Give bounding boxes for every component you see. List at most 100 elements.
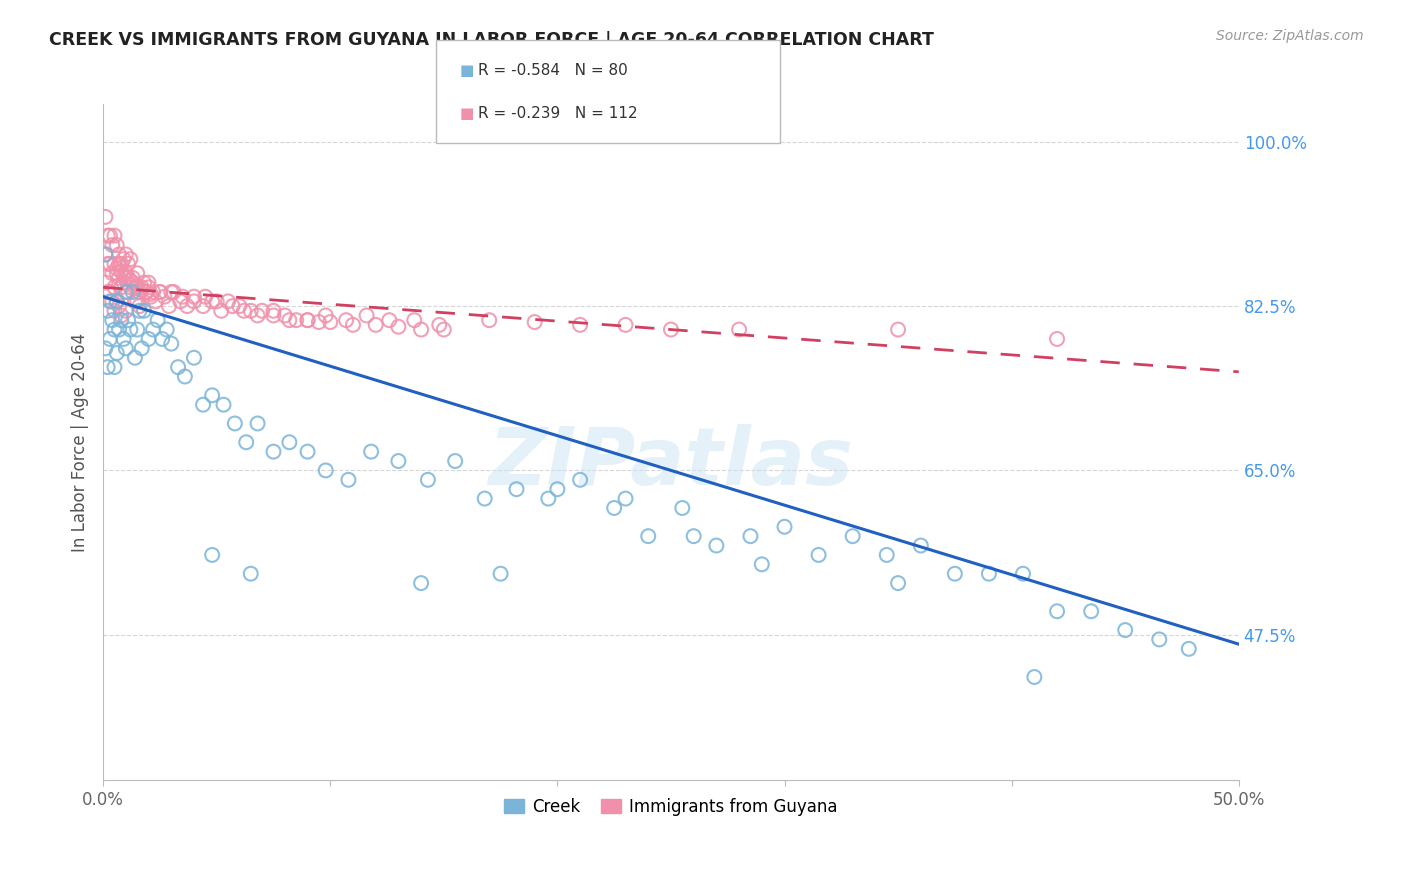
Point [132,303,155,318]
Point [112,268,135,282]
Point [659,322,682,336]
Point [105,266,128,280]
Point [235,435,257,450]
Text: ■: ■ [460,106,474,121]
Point [308,315,330,329]
Point [139,290,162,304]
Point [97,228,120,243]
Point [910,539,932,553]
Point [121,271,143,285]
Point [263,309,285,323]
Point [103,303,125,318]
Point [127,280,149,294]
Point [1046,332,1069,346]
Point [112,276,135,290]
Point [1046,604,1069,618]
Text: R = -0.584   N = 80: R = -0.584 N = 80 [478,63,628,78]
Point [297,313,319,327]
Point [167,360,190,375]
Point [728,322,751,336]
Point [297,313,319,327]
Point [176,299,198,313]
Point [194,290,217,304]
Point [444,454,467,468]
Point [335,313,357,327]
Point [224,417,246,431]
Point [131,342,153,356]
Point [142,285,165,299]
Point [110,309,132,323]
Point [315,463,337,477]
Point [105,238,128,252]
Point [108,322,131,336]
Point [751,558,773,572]
Point [108,271,131,285]
Point [98,285,121,299]
Point [149,285,172,299]
Legend: Creek, Immigrants from Guyana: Creek, Immigrants from Guyana [498,791,845,822]
Point [160,336,183,351]
Point [127,266,149,280]
Point [138,332,160,346]
Point [537,491,560,506]
Point [278,313,301,327]
Point [183,290,205,304]
Point [110,257,132,271]
Point [94,247,117,261]
Point [142,322,165,336]
Point [131,283,153,297]
Point [337,473,360,487]
Text: CREEK VS IMMIGRANTS FROM GUYANA IN LABOR FORCE | AGE 20-64 CORRELATION CHART: CREEK VS IMMIGRANTS FROM GUYANA IN LABOR… [49,31,934,49]
Point [887,322,910,336]
Point [183,351,205,365]
Point [120,252,142,267]
Point [138,280,160,294]
Point [103,228,125,243]
Point [121,276,143,290]
Point [138,276,160,290]
Y-axis label: In Labor Force | Age 20-64: In Labor Force | Age 20-64 [72,333,89,552]
Point [278,435,301,450]
Point [105,294,128,309]
Point [124,351,146,365]
Point [117,257,139,271]
Point [146,313,169,327]
Point [110,313,132,327]
Point [108,299,131,313]
Point [943,566,966,581]
Point [411,322,433,336]
Point [841,529,863,543]
Point [120,274,142,288]
Point [239,303,262,318]
Point [128,285,150,299]
Point [263,303,285,318]
Point [108,257,131,271]
Point [98,294,121,309]
Point [356,309,378,323]
Point [183,294,205,309]
Point [115,342,138,356]
Point [132,276,155,290]
Point [378,313,401,327]
Point [221,299,243,313]
Text: Source: ZipAtlas.com: Source: ZipAtlas.com [1216,29,1364,43]
Point [505,482,527,496]
Point [614,491,637,506]
Point [120,322,142,336]
Point [364,318,387,332]
Point [404,313,426,327]
Point [569,473,592,487]
Point [103,360,125,375]
Point [153,290,176,304]
Point [157,299,180,313]
Point [149,285,172,299]
Point [603,500,626,515]
Point [246,417,269,431]
Text: R = -0.239   N = 112: R = -0.239 N = 112 [478,106,638,121]
Point [671,500,693,515]
Point [233,303,256,318]
Point [209,303,232,318]
Point [706,539,728,553]
Point [117,271,139,285]
Point [740,529,762,543]
